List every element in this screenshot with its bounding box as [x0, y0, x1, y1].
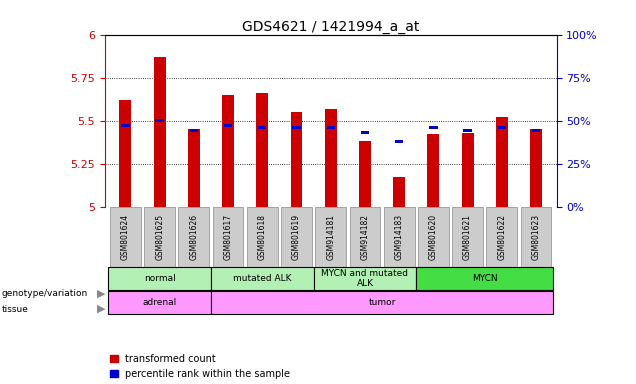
Text: GSM801623: GSM801623 [532, 214, 541, 260]
FancyBboxPatch shape [247, 207, 278, 267]
FancyBboxPatch shape [212, 207, 244, 267]
Bar [532, 129, 540, 132]
Text: ▶: ▶ [97, 289, 105, 299]
Title: GDS4621 / 1421994_a_at: GDS4621 / 1421994_a_at [242, 20, 419, 33]
Text: normal: normal [144, 274, 176, 283]
Text: tissue: tissue [1, 305, 28, 314]
Bar [120, 100, 132, 207]
Bar [361, 131, 369, 134]
Legend: transformed count, percentile rank within the sample: transformed count, percentile rank withi… [110, 354, 291, 379]
Bar [293, 126, 301, 129]
FancyBboxPatch shape [315, 207, 346, 267]
Bar [224, 124, 232, 127]
Text: GSM914182: GSM914182 [361, 214, 370, 260]
FancyBboxPatch shape [314, 267, 416, 290]
Bar [222, 95, 234, 207]
Text: GSM914181: GSM914181 [326, 214, 335, 260]
FancyBboxPatch shape [384, 207, 415, 267]
Text: GSM801626: GSM801626 [190, 214, 198, 260]
Bar [429, 126, 438, 129]
Bar [326, 126, 335, 129]
Bar [427, 134, 439, 207]
FancyBboxPatch shape [416, 267, 553, 290]
Bar [256, 93, 268, 207]
Text: GSM801622: GSM801622 [497, 214, 506, 260]
Text: GSM801617: GSM801617 [224, 214, 233, 260]
Text: GSM801624: GSM801624 [121, 214, 130, 260]
FancyBboxPatch shape [521, 207, 551, 267]
Bar [154, 57, 165, 207]
Text: GSM801621: GSM801621 [463, 214, 472, 260]
Text: genotype/variation: genotype/variation [1, 289, 88, 298]
Text: ▶: ▶ [97, 304, 105, 314]
Bar [359, 141, 371, 207]
Text: adrenal: adrenal [142, 298, 177, 307]
Text: tumor: tumor [368, 298, 396, 307]
FancyBboxPatch shape [179, 207, 209, 267]
FancyBboxPatch shape [281, 207, 312, 267]
Text: GSM801618: GSM801618 [258, 214, 266, 260]
FancyBboxPatch shape [350, 207, 380, 267]
Bar [530, 129, 542, 207]
Bar [393, 177, 405, 207]
FancyBboxPatch shape [211, 267, 314, 290]
Bar [395, 140, 403, 143]
Bar [258, 126, 266, 129]
Bar [155, 119, 164, 122]
FancyBboxPatch shape [108, 291, 211, 314]
Text: GSM914183: GSM914183 [395, 214, 404, 260]
Text: MYCN: MYCN [472, 274, 497, 283]
Bar [464, 129, 472, 132]
Bar [291, 112, 303, 207]
Bar [497, 126, 506, 129]
FancyBboxPatch shape [108, 267, 211, 290]
Bar [188, 129, 200, 207]
FancyBboxPatch shape [211, 291, 553, 314]
FancyBboxPatch shape [418, 207, 449, 267]
FancyBboxPatch shape [487, 207, 517, 267]
Bar [190, 129, 198, 132]
Bar [496, 117, 508, 207]
FancyBboxPatch shape [110, 207, 141, 267]
FancyBboxPatch shape [452, 207, 483, 267]
Text: GSM801625: GSM801625 [155, 214, 164, 260]
Text: GSM801619: GSM801619 [292, 214, 301, 260]
Bar [325, 109, 336, 207]
FancyBboxPatch shape [144, 207, 175, 267]
Text: GSM801620: GSM801620 [429, 214, 438, 260]
Text: MYCN and mutated
ALK: MYCN and mutated ALK [321, 269, 408, 288]
Text: mutated ALK: mutated ALK [233, 274, 291, 283]
Bar [462, 132, 474, 207]
Bar [121, 124, 130, 127]
